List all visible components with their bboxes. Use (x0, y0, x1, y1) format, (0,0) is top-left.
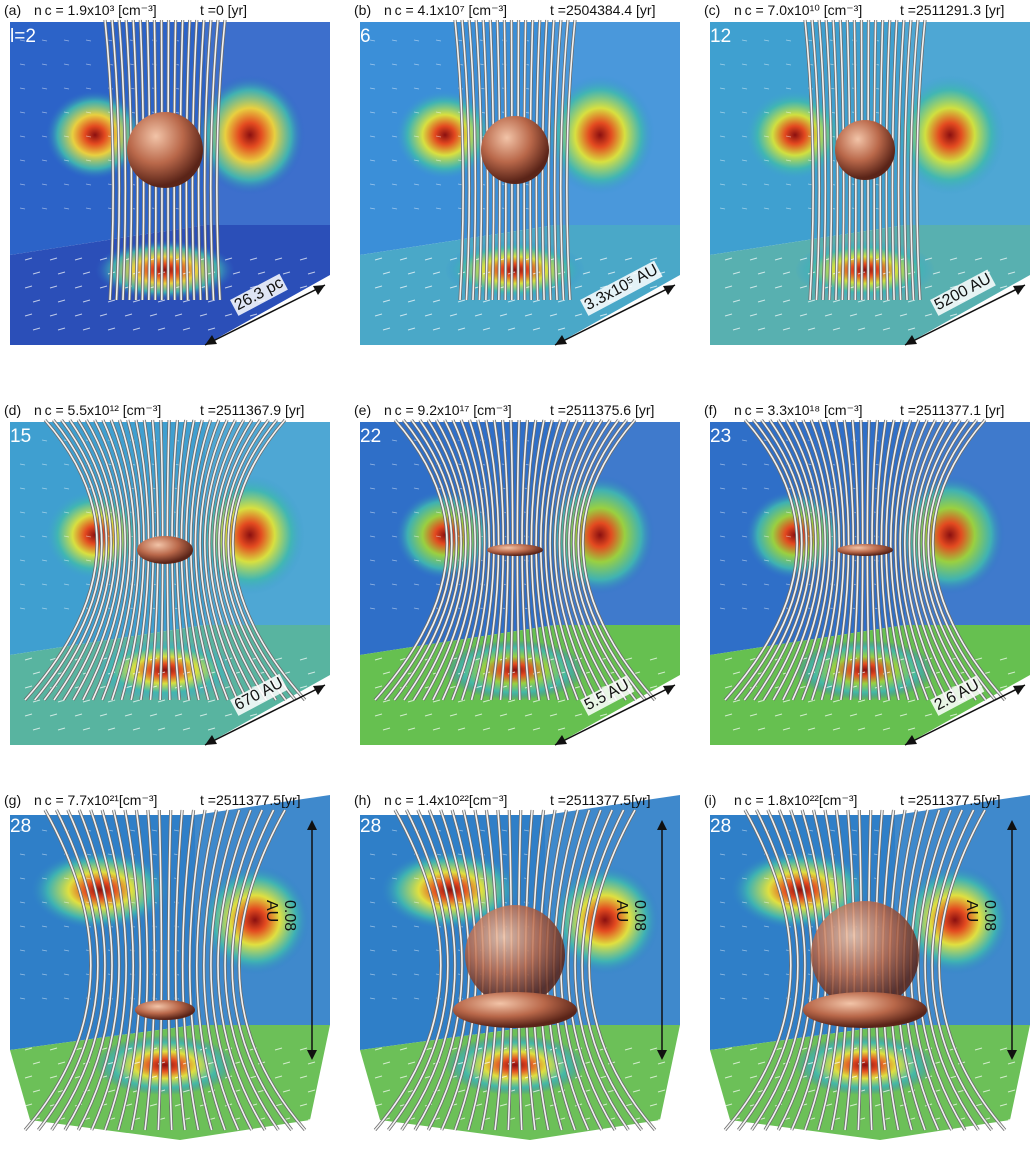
panel-f: (f) n c = 3.3x10¹⁸ [cm⁻³] t =2511377.1 [yr… (700, 400, 1030, 750)
refinement-level-label: 22 (360, 426, 382, 447)
time-label: t =2511367.9 [yr] (200, 402, 305, 418)
refinement-level-label: 15 (10, 426, 32, 447)
scale-arrow (204, 684, 326, 746)
panel-header: (d) n c = 5.5x10¹² [cm⁻³] t =2511367.9 [yr… (0, 400, 330, 422)
central-density-label: n c = 1.4x10²²[cm⁻³] (384, 792, 508, 808)
scale-arrow (204, 284, 326, 346)
scale-label: 0.08 AU (963, 900, 998, 932)
refinement-level-label: 23 (710, 426, 732, 447)
scale-label: 0.08 AU (263, 900, 298, 932)
panel-a: (a) n c = 1.9x10³ [cm⁻³] t =0 [yr] l=2 26.3 … (0, 0, 330, 350)
scale-arrow (657, 820, 667, 1060)
time-label: t =0 [yr] (200, 2, 248, 18)
panel-tag: (d) (4, 402, 22, 418)
refinement-level-label: 28 (360, 816, 382, 837)
refinement-level-label: l=2 (10, 26, 36, 47)
panel-g: (g) n c = 7.7x10²¹[cm⁻³] t =2511377.5[yr] 2… (0, 790, 330, 1140)
refinement-level-label: 28 (710, 816, 732, 837)
scale-label: 0.08 AU (613, 900, 648, 932)
time-label: t =2511377.5[yr] (200, 792, 301, 808)
panel-header: (h) n c = 1.4x10²²[cm⁻³] t =2511377.5[yr] (350, 790, 680, 812)
panel-e: (e) n c = 9.2x10¹⁷ [cm⁻³] t =2511375.6 [yr… (350, 400, 680, 750)
central-density-label: n c = 1.8x10²²[cm⁻³] (734, 792, 858, 808)
time-label: t =2511377.1 [yr] (900, 402, 1005, 418)
panel-d: (d) n c = 5.5x10¹² [cm⁻³] t =2511367.9 [yr… (0, 400, 330, 750)
scale-arrow (904, 684, 1026, 746)
panel-i: (i) n c = 1.8x10²²[cm⁻³] t =2511377.5[yr] 2… (700, 790, 1030, 1140)
panel-tag: (e) (354, 402, 372, 418)
panel-header: (e) n c = 9.2x10¹⁷ [cm⁻³] t =2511375.6 [yr… (350, 400, 680, 422)
time-label: t =2511377.5[yr] (900, 792, 1001, 808)
central-density-label: n c = 9.2x10¹⁷ [cm⁻³] (384, 402, 512, 418)
panel-header: (i) n c = 1.8x10²²[cm⁻³] t =2511377.5[yr] (700, 790, 1030, 812)
refinement-level-label: 28 (10, 816, 32, 837)
simulation-render (360, 19, 680, 345)
panel-tag: (h) (354, 792, 372, 808)
panel-header: (g) n c = 7.7x10²¹[cm⁻³] t =2511377.5[yr] (0, 790, 330, 812)
simulation-render (10, 418, 330, 745)
central-density-label: n c = 7.0x10¹⁰ [cm⁻³] (734, 2, 863, 18)
simulation-render (710, 19, 1030, 345)
panel-tag: (i) (704, 792, 717, 808)
panel-tag: (g) (4, 792, 22, 808)
panel-tag: (b) (354, 2, 372, 18)
central-density-label: n c = 5.5x10¹² [cm⁻³] (34, 402, 162, 418)
time-label: t =2504384.4 [yr] (550, 2, 656, 18)
panel-header: (f) n c = 3.3x10¹⁸ [cm⁻³] t =2511377.1 [yr… (700, 400, 1030, 422)
panel-tag: (f) (704, 402, 718, 418)
refinement-level-label: 6 (360, 26, 371, 47)
refinement-level-label: 12 (710, 26, 732, 47)
panel-tag: (a) (4, 2, 22, 18)
simulation-render (10, 19, 330, 345)
panel-header: (b) n c = 4.1x10⁷ [cm⁻³] t =2504384.4 [yr] (350, 0, 680, 22)
simulation-render (10, 795, 330, 1140)
panel-c: (c) n c = 7.0x10¹⁰ [cm⁻³] t =2511291.3 [yr… (700, 0, 1030, 350)
scale-arrow (307, 820, 317, 1060)
scale-arrow (904, 284, 1026, 346)
simulation-render (710, 795, 1030, 1140)
scale-arrow (554, 284, 676, 346)
scale-arrow (1007, 820, 1017, 1060)
simulation-render (360, 795, 680, 1140)
panel-h: (h) n c = 1.4x10²²[cm⁻³] t =2511377.5[yr] 2… (350, 790, 680, 1140)
central-density-label: n c = 3.3x10¹⁸ [cm⁻³] (734, 402, 863, 418)
panel-header: (a) n c = 1.9x10³ [cm⁻³] t =0 [yr] (0, 0, 330, 22)
simulation-render (710, 418, 1030, 745)
central-density-label: n c = 7.7x10²¹[cm⁻³] (34, 792, 158, 808)
scale-arrow (554, 684, 676, 746)
panel-b: (b) n c = 4.1x10⁷ [cm⁻³] t =2504384.4 [yr]… (350, 0, 680, 350)
time-label: t =2511377.5[yr] (550, 792, 651, 808)
time-label: t =2511375.6 [yr] (550, 402, 655, 418)
panel-tag: (c) (704, 2, 721, 18)
time-label: t =2511291.3 [yr] (900, 2, 1005, 18)
central-density-label: n c = 4.1x10⁷ [cm⁻³] (384, 2, 508, 18)
simulation-render (360, 418, 680, 745)
panel-header: (c) n c = 7.0x10¹⁰ [cm⁻³] t =2511291.3 [yr… (700, 0, 1030, 22)
central-density-label: n c = 1.9x10³ [cm⁻³] (34, 2, 157, 18)
